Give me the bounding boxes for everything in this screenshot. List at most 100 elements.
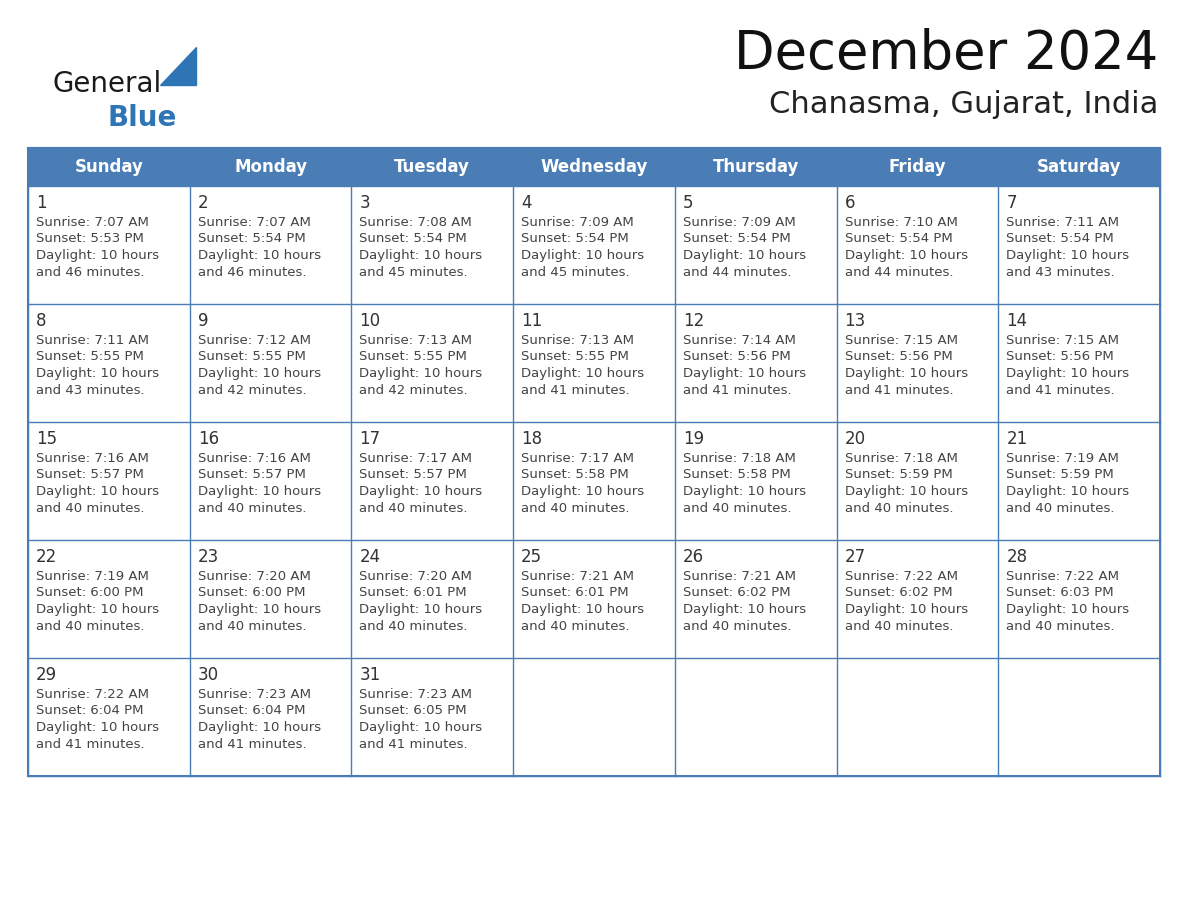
Text: Daylight: 10 hours: Daylight: 10 hours — [522, 603, 644, 616]
Text: and 41 minutes.: and 41 minutes. — [845, 384, 953, 397]
Text: Sunrise: 7:13 AM: Sunrise: 7:13 AM — [522, 334, 634, 347]
Text: Sunset: 5:53 PM: Sunset: 5:53 PM — [36, 232, 144, 245]
Text: Sunset: 5:55 PM: Sunset: 5:55 PM — [360, 351, 467, 364]
Text: Sunset: 5:57 PM: Sunset: 5:57 PM — [360, 468, 467, 482]
Text: Daylight: 10 hours: Daylight: 10 hours — [36, 485, 159, 498]
Text: Daylight: 10 hours: Daylight: 10 hours — [197, 485, 321, 498]
Text: Daylight: 10 hours: Daylight: 10 hours — [683, 485, 805, 498]
Text: December 2024: December 2024 — [734, 28, 1158, 80]
Text: Sunrise: 7:08 AM: Sunrise: 7:08 AM — [360, 216, 472, 229]
Text: Sunrise: 7:07 AM: Sunrise: 7:07 AM — [197, 216, 310, 229]
Text: Daylight: 10 hours: Daylight: 10 hours — [360, 485, 482, 498]
Text: 23: 23 — [197, 548, 219, 566]
Text: 12: 12 — [683, 312, 704, 330]
Text: 16: 16 — [197, 430, 219, 448]
Text: Daylight: 10 hours: Daylight: 10 hours — [197, 603, 321, 616]
Text: Sunset: 5:54 PM: Sunset: 5:54 PM — [522, 232, 628, 245]
Text: Sunset: 5:57 PM: Sunset: 5:57 PM — [197, 468, 305, 482]
Text: and 42 minutes.: and 42 minutes. — [197, 384, 307, 397]
Text: Sunrise: 7:16 AM: Sunrise: 7:16 AM — [36, 452, 148, 465]
Text: 3: 3 — [360, 194, 369, 212]
Text: Daylight: 10 hours: Daylight: 10 hours — [845, 249, 968, 262]
Text: Sunset: 6:04 PM: Sunset: 6:04 PM — [197, 704, 305, 718]
Text: Sunrise: 7:09 AM: Sunrise: 7:09 AM — [522, 216, 634, 229]
Text: Sunrise: 7:20 AM: Sunrise: 7:20 AM — [197, 570, 310, 583]
Text: Daylight: 10 hours: Daylight: 10 hours — [1006, 603, 1130, 616]
Text: Sunset: 5:58 PM: Sunset: 5:58 PM — [683, 468, 790, 482]
Text: Sunrise: 7:22 AM: Sunrise: 7:22 AM — [1006, 570, 1119, 583]
Text: Sunset: 6:04 PM: Sunset: 6:04 PM — [36, 704, 144, 718]
Text: Daylight: 10 hours: Daylight: 10 hours — [845, 367, 968, 380]
Text: Sunset: 6:02 PM: Sunset: 6:02 PM — [683, 587, 790, 599]
Text: 2: 2 — [197, 194, 208, 212]
Text: Sunset: 6:00 PM: Sunset: 6:00 PM — [197, 587, 305, 599]
Text: and 40 minutes.: and 40 minutes. — [522, 620, 630, 633]
Text: Sunrise: 7:11 AM: Sunrise: 7:11 AM — [1006, 216, 1119, 229]
Text: 27: 27 — [845, 548, 866, 566]
Text: Sunset: 5:56 PM: Sunset: 5:56 PM — [683, 351, 790, 364]
Text: Sunset: 5:59 PM: Sunset: 5:59 PM — [1006, 468, 1114, 482]
Text: 19: 19 — [683, 430, 704, 448]
Text: and 40 minutes.: and 40 minutes. — [1006, 620, 1114, 633]
Text: 1: 1 — [36, 194, 46, 212]
Text: 17: 17 — [360, 430, 380, 448]
Text: and 41 minutes.: and 41 minutes. — [683, 384, 791, 397]
Text: Sunset: 6:01 PM: Sunset: 6:01 PM — [522, 587, 628, 599]
Text: Daylight: 10 hours: Daylight: 10 hours — [36, 367, 159, 380]
Polygon shape — [160, 47, 196, 85]
Text: and 44 minutes.: and 44 minutes. — [683, 265, 791, 278]
Text: Sunset: 6:05 PM: Sunset: 6:05 PM — [360, 704, 467, 718]
Text: Daylight: 10 hours: Daylight: 10 hours — [845, 603, 968, 616]
Text: Sunrise: 7:13 AM: Sunrise: 7:13 AM — [360, 334, 473, 347]
Text: 10: 10 — [360, 312, 380, 330]
Text: 11: 11 — [522, 312, 543, 330]
Bar — [29, 148, 1159, 776]
Text: Sunset: 5:57 PM: Sunset: 5:57 PM — [36, 468, 144, 482]
Text: 8: 8 — [36, 312, 46, 330]
Text: Sunset: 5:59 PM: Sunset: 5:59 PM — [845, 468, 953, 482]
Text: Daylight: 10 hours: Daylight: 10 hours — [1006, 485, 1130, 498]
Text: Daylight: 10 hours: Daylight: 10 hours — [1006, 367, 1130, 380]
Text: and 41 minutes.: and 41 minutes. — [36, 737, 145, 751]
Text: Daylight: 10 hours: Daylight: 10 hours — [683, 603, 805, 616]
Text: Sunrise: 7:22 AM: Sunrise: 7:22 AM — [36, 688, 148, 701]
Text: Sunset: 5:56 PM: Sunset: 5:56 PM — [1006, 351, 1114, 364]
Text: 21: 21 — [1006, 430, 1028, 448]
Text: Daylight: 10 hours: Daylight: 10 hours — [36, 721, 159, 734]
Text: 14: 14 — [1006, 312, 1028, 330]
Text: and 42 minutes.: and 42 minutes. — [360, 384, 468, 397]
Text: 24: 24 — [360, 548, 380, 566]
Text: Daylight: 10 hours: Daylight: 10 hours — [197, 367, 321, 380]
Bar — [29, 148, 1159, 186]
Text: Blue: Blue — [107, 104, 176, 132]
Text: and 46 minutes.: and 46 minutes. — [197, 265, 307, 278]
Text: Sunset: 6:03 PM: Sunset: 6:03 PM — [1006, 587, 1114, 599]
Text: Friday: Friday — [889, 158, 946, 176]
Text: and 40 minutes.: and 40 minutes. — [36, 501, 145, 514]
Text: and 45 minutes.: and 45 minutes. — [360, 265, 468, 278]
Text: Daylight: 10 hours: Daylight: 10 hours — [360, 249, 482, 262]
Text: 22: 22 — [36, 548, 57, 566]
Bar — [29, 186, 1159, 776]
Text: and 40 minutes.: and 40 minutes. — [197, 620, 307, 633]
Text: and 41 minutes.: and 41 minutes. — [1006, 384, 1114, 397]
Text: and 40 minutes.: and 40 minutes. — [522, 501, 630, 514]
Text: Sunset: 5:54 PM: Sunset: 5:54 PM — [197, 232, 305, 245]
Text: Sunrise: 7:23 AM: Sunrise: 7:23 AM — [197, 688, 311, 701]
Text: 20: 20 — [845, 430, 866, 448]
Text: and 45 minutes.: and 45 minutes. — [522, 265, 630, 278]
Text: Sunset: 5:55 PM: Sunset: 5:55 PM — [197, 351, 305, 364]
Text: 6: 6 — [845, 194, 855, 212]
Text: Sunrise: 7:17 AM: Sunrise: 7:17 AM — [360, 452, 473, 465]
Text: Sunrise: 7:11 AM: Sunrise: 7:11 AM — [36, 334, 148, 347]
Text: 7: 7 — [1006, 194, 1017, 212]
Text: and 43 minutes.: and 43 minutes. — [1006, 265, 1114, 278]
Text: and 40 minutes.: and 40 minutes. — [845, 620, 953, 633]
Text: Sunrise: 7:19 AM: Sunrise: 7:19 AM — [36, 570, 148, 583]
Text: Chanasma, Gujarat, India: Chanasma, Gujarat, India — [769, 90, 1158, 119]
Text: 30: 30 — [197, 666, 219, 684]
Text: Daylight: 10 hours: Daylight: 10 hours — [360, 721, 482, 734]
Text: and 41 minutes.: and 41 minutes. — [197, 737, 307, 751]
Text: Daylight: 10 hours: Daylight: 10 hours — [360, 367, 482, 380]
Text: Sunday: Sunday — [75, 158, 144, 176]
